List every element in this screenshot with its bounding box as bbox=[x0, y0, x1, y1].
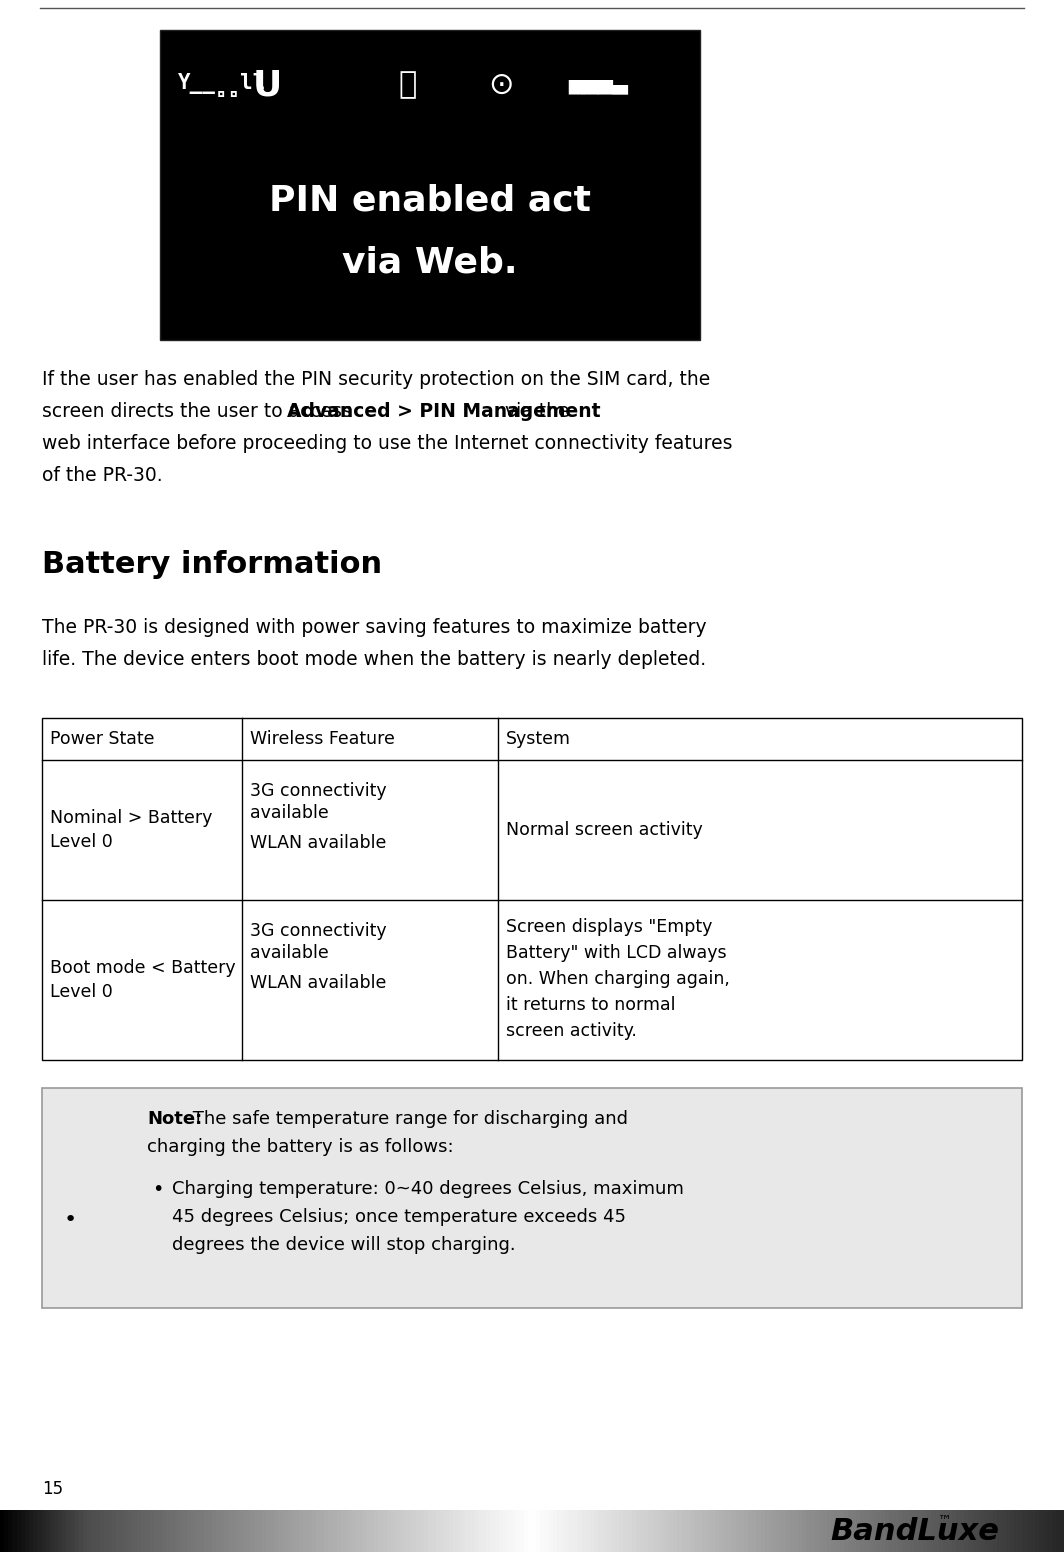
Text: If the user has enabled the PIN security protection on the SIM card, the: If the user has enabled the PIN security… bbox=[41, 369, 711, 390]
Text: 3G connectivity: 3G connectivity bbox=[250, 922, 386, 941]
Text: Y̲̲̻̻ll: Y̲̲̻̻ll bbox=[178, 73, 266, 96]
Text: 45 degrees Celsius; once temperature exceeds 45: 45 degrees Celsius; once temperature exc… bbox=[172, 1207, 626, 1226]
Text: screen activity.: screen activity. bbox=[506, 1023, 637, 1040]
Text: Screen displays "Empty: Screen displays "Empty bbox=[506, 917, 713, 936]
Text: of the PR-30.: of the PR-30. bbox=[41, 466, 163, 484]
Text: 15: 15 bbox=[41, 1481, 63, 1498]
Bar bbox=[41, 719, 1023, 1060]
Text: PIN enabled act: PIN enabled act bbox=[269, 183, 591, 217]
Text: 3G connectivity: 3G connectivity bbox=[250, 782, 386, 799]
Text: via Web.: via Web. bbox=[343, 245, 518, 279]
Text: ▆▆▆▄: ▆▆▆▄ bbox=[568, 76, 628, 95]
Text: System: System bbox=[506, 729, 571, 748]
Text: on. When charging again,: on. When charging again, bbox=[506, 970, 730, 989]
Text: degrees the device will stop charging.: degrees the device will stop charging. bbox=[172, 1235, 516, 1254]
Text: available: available bbox=[250, 804, 329, 823]
Text: Charging temperature: 0~40 degrees Celsius, maximum: Charging temperature: 0~40 degrees Celsi… bbox=[172, 1180, 684, 1198]
Text: Advanced > PIN Management: Advanced > PIN Management bbox=[287, 402, 600, 421]
Text: BandLuxe: BandLuxe bbox=[830, 1516, 999, 1546]
Text: ؂: ؂ bbox=[398, 70, 416, 99]
Text: web interface before proceeding to use the Internet connectivity features: web interface before proceeding to use t… bbox=[41, 435, 732, 453]
Text: Power State: Power State bbox=[50, 729, 154, 748]
Text: Wireless Feature: Wireless Feature bbox=[250, 729, 395, 748]
Text: WLAN available: WLAN available bbox=[250, 975, 386, 992]
Text: WLAN available: WLAN available bbox=[250, 833, 386, 852]
Text: Nominal > Battery: Nominal > Battery bbox=[50, 809, 213, 827]
Text: Boot mode < Battery: Boot mode < Battery bbox=[50, 959, 235, 978]
Text: Normal screen activity: Normal screen activity bbox=[506, 821, 702, 840]
Text: screen directs the user to access: screen directs the user to access bbox=[41, 402, 358, 421]
Text: Level 0: Level 0 bbox=[50, 833, 113, 850]
Text: Battery" with LCD always: Battery" with LCD always bbox=[506, 944, 727, 962]
Text: The PR-30 is designed with power saving features to maximize battery: The PR-30 is designed with power saving … bbox=[41, 618, 706, 636]
Text: via the: via the bbox=[499, 402, 570, 421]
Bar bbox=[41, 1088, 1023, 1308]
Text: charging the battery is as follows:: charging the battery is as follows: bbox=[147, 1138, 453, 1156]
Text: The safe temperature range for discharging and: The safe temperature range for dischargi… bbox=[187, 1110, 628, 1128]
Text: ™: ™ bbox=[938, 1513, 952, 1527]
Text: •: • bbox=[152, 1180, 164, 1200]
Text: available: available bbox=[250, 944, 329, 962]
Text: Level 0: Level 0 bbox=[50, 982, 113, 1001]
Text: ⊙: ⊙ bbox=[488, 70, 514, 99]
Text: •: • bbox=[64, 1211, 77, 1231]
Text: life. The device enters boot mode when the battery is nearly depleted.: life. The device enters boot mode when t… bbox=[41, 650, 706, 669]
Bar bbox=[160, 29, 700, 340]
Text: Battery information: Battery information bbox=[41, 549, 382, 579]
Text: it returns to normal: it returns to normal bbox=[506, 996, 676, 1013]
Text: U: U bbox=[253, 68, 282, 102]
Text: Note:: Note: bbox=[147, 1110, 202, 1128]
